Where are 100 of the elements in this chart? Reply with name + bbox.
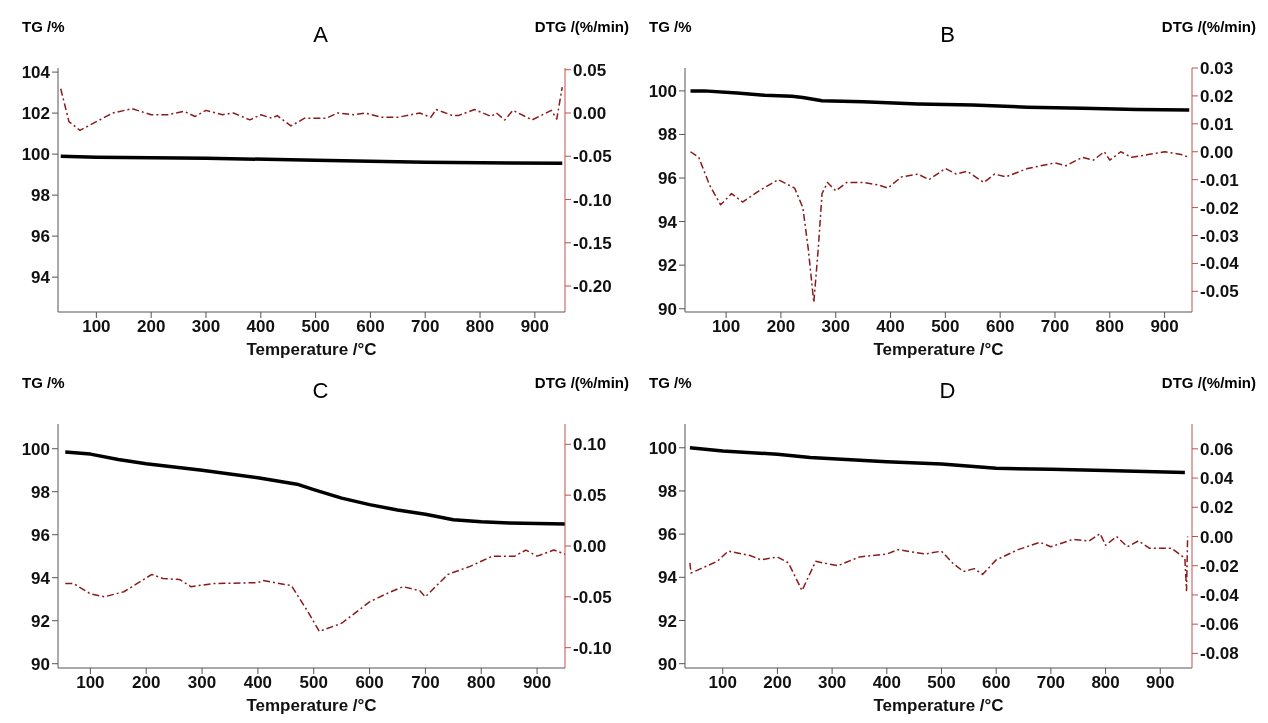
- y-tick-label: 92: [658, 256, 677, 276]
- y2-tick-label: -0.04: [1200, 254, 1240, 274]
- chart-title: D: [939, 378, 956, 403]
- y-tick-label: 100: [21, 145, 50, 165]
- y-axis-title: TG /%: [22, 374, 65, 391]
- y2-axis-title: DTG /(%/min): [534, 374, 629, 391]
- y-tick-label: 102: [21, 104, 50, 124]
- line-series: [689, 532, 1189, 592]
- line-series: [688, 89, 1192, 112]
- x-tick-label: 500: [301, 317, 330, 337]
- chart-title: B: [940, 22, 955, 47]
- y2-tick-label: 0.04: [1200, 469, 1234, 489]
- x-tick-label: 100: [76, 673, 105, 693]
- x-axis-title: Temperature /°C: [245, 696, 378, 716]
- y-tick-label: 98: [31, 186, 50, 206]
- y-axis-title: TG /%: [649, 374, 692, 391]
- y-tick-label: 100: [21, 439, 50, 459]
- y2-tick-label: 0.10: [573, 435, 607, 455]
- y-tick-label: 98: [658, 125, 677, 145]
- y-tick-label: 96: [658, 525, 677, 545]
- line-series: [59, 86, 564, 132]
- x-tick-label: 300: [187, 673, 217, 693]
- y2-tick-label: -0.10: [573, 638, 612, 658]
- x-axis-title: Temperature /°C: [872, 340, 1005, 360]
- x-tick-label: 100: [708, 673, 737, 693]
- x-tick-label: 600: [985, 317, 1015, 337]
- x-tick-label: 700: [1040, 317, 1070, 337]
- x-tick-label: 100: [711, 317, 741, 337]
- y2-tick-label: -0.06: [1200, 615, 1239, 635]
- x-tick-label: 200: [136, 317, 166, 337]
- x-tick-label: 900: [1150, 317, 1179, 337]
- y2-tick-label: 0.05: [573, 486, 607, 506]
- chart-title: A: [313, 22, 328, 47]
- y2-tick-label: 0.00: [1200, 142, 1234, 162]
- y2-tick-label: -0.02: [1200, 556, 1239, 576]
- y-tick-label: 96: [31, 525, 50, 545]
- y-tick-label: 90: [658, 299, 677, 319]
- x-tick-label: 300: [817, 673, 847, 693]
- x-tick-label: 100: [82, 317, 111, 337]
- x-tick-label: 800: [1091, 673, 1120, 693]
- y-tick-label: 100: [648, 81, 677, 101]
- x-tick-label: 500: [931, 317, 960, 337]
- y-tick-label: 94: [658, 568, 678, 588]
- x-tick-label: 700: [1036, 673, 1066, 693]
- line-series: [688, 446, 1187, 475]
- x-tick-label: 800: [1095, 317, 1124, 337]
- y2-tick-label: 0.00: [1200, 527, 1234, 547]
- x-tick-label: 400: [876, 317, 905, 337]
- y2-tick-label: 0.03: [1200, 59, 1234, 79]
- x-tick-label: 500: [927, 673, 956, 693]
- x-tick-label: 700: [411, 317, 440, 337]
- x-tick-label: 200: [766, 317, 796, 337]
- y-tick-label: 90: [658, 654, 677, 674]
- y-axis-title: TG /%: [22, 18, 65, 35]
- x-tick-label: 900: [1146, 673, 1175, 693]
- y2-tick-label: -0.05: [1200, 282, 1239, 302]
- y-tick-label: 94: [31, 568, 51, 588]
- chart-title: C: [312, 378, 329, 403]
- x-tick-label: 800: [465, 317, 495, 337]
- y2-tick-label: -0.02: [1200, 198, 1239, 218]
- x-tick-label: 200: [763, 673, 792, 693]
- y2-tick-label: -0.08: [1200, 644, 1239, 664]
- x-tick-label: 700: [411, 673, 440, 693]
- y-tick-label: 94: [31, 268, 51, 288]
- x-tick-label: 400: [243, 673, 273, 693]
- x-tick-label: 900: [522, 673, 552, 693]
- y2-axis-title: DTG /(%/min): [534, 18, 629, 35]
- y2-tick-label: -0.05: [573, 587, 612, 607]
- y2-tick-label: 0.00: [573, 537, 607, 557]
- line-series: [63, 450, 565, 526]
- y2-tick-label: 0.00: [573, 104, 607, 124]
- x-tick-label: 400: [246, 317, 275, 337]
- y-tick-label: 90: [31, 654, 50, 674]
- y2-tick-label: -0.04: [1200, 585, 1240, 605]
- y2-tick-label: -0.01: [1200, 170, 1239, 190]
- y2-tick-label: 0.01: [1200, 114, 1234, 134]
- y2-axis-title: DTG /(%/min): [1161, 18, 1256, 35]
- x-tick-label: 800: [467, 673, 496, 693]
- y2-tick-label: -0.10: [573, 190, 612, 210]
- y-tick-label: 98: [31, 482, 50, 502]
- x-tick-label: 500: [299, 673, 328, 693]
- y2-tick-label: -0.03: [1200, 226, 1239, 246]
- x-axis-title: Temperature /°C: [872, 696, 1005, 716]
- x-tick-label: 400: [872, 673, 901, 693]
- y-tick-label: 94: [658, 212, 678, 232]
- x-tick-label: 200: [132, 673, 161, 693]
- y2-tick-label: 0.05: [573, 60, 607, 80]
- y-tick-label: 92: [658, 611, 677, 631]
- y-tick-label: 96: [658, 169, 677, 189]
- y2-tick-label: -0.15: [573, 233, 612, 253]
- y-tick-label: 96: [31, 227, 50, 247]
- y2-tick-label: -0.20: [573, 277, 612, 297]
- y-tick-label: 100: [648, 438, 677, 458]
- x-tick-label: 900: [520, 317, 550, 337]
- y-tick-label: 92: [31, 611, 50, 631]
- y2-tick-label: 0.06: [1200, 439, 1234, 459]
- y2-tick-label: 0.02: [1200, 498, 1234, 518]
- x-tick-label: 600: [982, 673, 1011, 693]
- x-tick-label: 600: [355, 673, 384, 693]
- y2-tick-label: 0.02: [1200, 86, 1234, 106]
